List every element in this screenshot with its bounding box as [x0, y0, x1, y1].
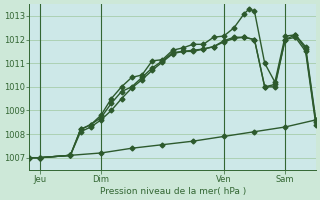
X-axis label: Pression niveau de la mer( hPa ): Pression niveau de la mer( hPa )	[100, 187, 246, 196]
